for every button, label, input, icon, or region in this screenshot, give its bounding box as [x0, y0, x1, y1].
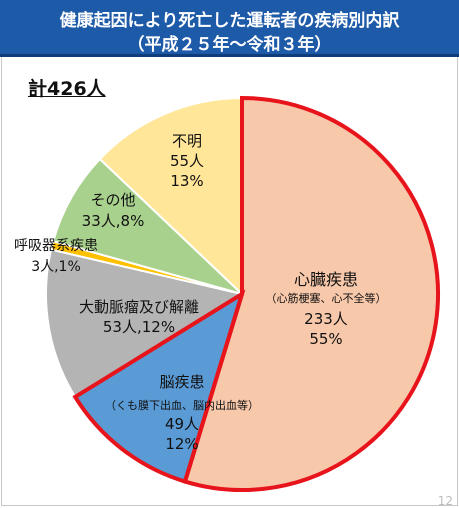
slice-label-count-label-5: 33人,8%: [82, 212, 145, 230]
slice-label-count-label-2: 49人: [165, 415, 199, 433]
slice-label-note-1: （心筋梗塞、心不全等）: [266, 291, 387, 305]
slice-label-note-2: （くも膜下出血、脳内出血等）: [105, 398, 259, 412]
page-number: 12: [437, 494, 453, 508]
slice-label-name-6: 不明: [172, 132, 202, 150]
slice-label-name-5: その他: [90, 191, 135, 209]
slice-label-name-2: 脳疾患: [159, 373, 204, 391]
pie-slice-3: [45, 248, 245, 399]
pie-slice-5: [52, 157, 243, 295]
slice-label-name-3: 大動脈瘤及び解離: [79, 298, 199, 316]
slice-label-pct-label-6: 13%: [170, 172, 203, 190]
total-label: 計426人: [28, 78, 106, 100]
slice-label-pct-label-1: 55%: [309, 330, 342, 348]
slice-label-count-label-1: 233人: [304, 310, 348, 328]
slice-label-name-1: 心臓疾患: [294, 270, 358, 289]
highlight-outline-1: [182, 95, 440, 492]
chart-title: 健康起因により死亡した運転者の疾病別内訳: [59, 11, 400, 31]
slice-label-count-label-3: 53人,12%: [103, 318, 175, 336]
slice-label-count-label-4: 3人,1%: [31, 259, 81, 275]
title-banner: 健康起因により死亡した運転者の疾病別内訳 （平成２５年～令和３年）: [0, 0, 459, 57]
chart-subtitle: （平成２５年～令和３年）: [127, 35, 332, 55]
slice-label-pct-label-2: 12%: [165, 435, 198, 453]
slice-label-count-label-6: 55人: [170, 152, 204, 170]
chart-area: [1, 57, 458, 506]
pie-slice-6: [98, 96, 243, 297]
slice-label-name-4: 呼吸器系疾患: [14, 238, 98, 254]
highlight-outline-2: [72, 289, 246, 485]
